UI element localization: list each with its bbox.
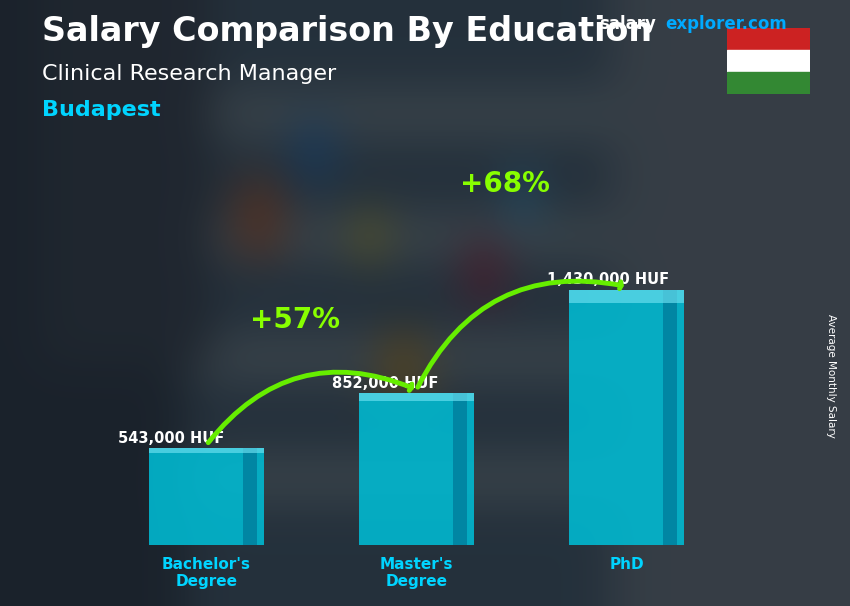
Bar xyxy=(569,290,684,545)
Bar xyxy=(359,393,474,401)
Text: 543,000 HUF: 543,000 HUF xyxy=(118,431,224,445)
Text: salary: salary xyxy=(599,15,656,33)
Text: Budapest: Budapest xyxy=(42,100,162,120)
Bar xyxy=(149,448,264,453)
Bar xyxy=(569,290,684,303)
Bar xyxy=(359,393,474,545)
Bar xyxy=(727,28,810,50)
Bar xyxy=(149,448,264,545)
Bar xyxy=(453,393,468,545)
Bar xyxy=(727,72,810,94)
Text: Clinical Research Manager: Clinical Research Manager xyxy=(42,64,337,84)
Text: Average Monthly Salary: Average Monthly Salary xyxy=(826,314,836,438)
Bar xyxy=(664,290,677,545)
Bar xyxy=(727,50,810,72)
Text: Salary Comparison By Education: Salary Comparison By Education xyxy=(42,15,653,48)
Text: 852,000 HUF: 852,000 HUF xyxy=(332,376,439,390)
Text: explorer.com: explorer.com xyxy=(666,15,787,33)
Text: 1,430,000 HUF: 1,430,000 HUF xyxy=(547,272,669,287)
Bar xyxy=(243,448,258,545)
Text: +57%: +57% xyxy=(250,306,340,334)
Text: +68%: +68% xyxy=(460,170,550,198)
